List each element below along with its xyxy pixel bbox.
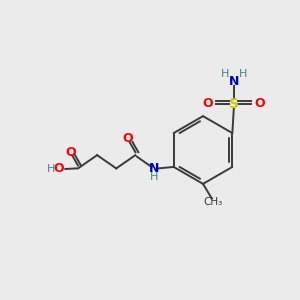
Text: H: H <box>238 70 247 80</box>
Text: S: S <box>229 97 239 111</box>
Text: O: O <box>203 97 214 110</box>
Text: O: O <box>254 97 265 110</box>
Text: H: H <box>221 70 229 80</box>
Text: N: N <box>229 75 239 88</box>
Text: CH₃: CH₃ <box>204 197 223 207</box>
Text: O: O <box>123 133 133 146</box>
Text: O: O <box>65 146 76 159</box>
Text: O: O <box>53 163 64 176</box>
Text: N: N <box>149 162 160 175</box>
Text: H: H <box>46 164 55 174</box>
Text: H: H <box>150 172 159 182</box>
